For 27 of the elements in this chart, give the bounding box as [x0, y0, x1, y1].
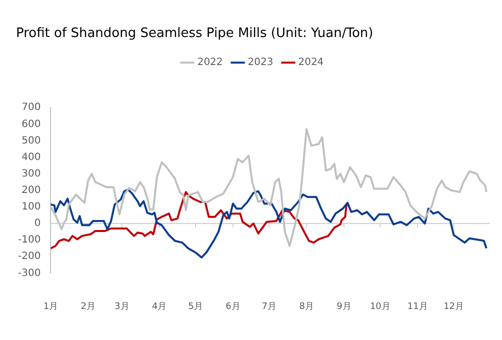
y-tick-label: 100: [22, 202, 41, 213]
x-tick-label: 5月: [188, 302, 203, 312]
y-tick-label: 500: [22, 135, 41, 146]
y-tick-label: 300: [22, 168, 41, 180]
x-tick-label: 6月: [226, 302, 240, 312]
x-tick-label: 7月: [262, 302, 277, 312]
y-tick-label: -200: [18, 251, 41, 262]
x-tick-label: 1月: [43, 302, 58, 312]
x-tick-label: 12月: [444, 302, 464, 312]
x-tick-label: 11月: [407, 302, 428, 312]
y-tick-label: 0: [34, 218, 41, 230]
y-tick-label: 200: [22, 184, 41, 196]
y-tick-label: -300: [18, 268, 41, 279]
y-tick-label: 400: [22, 152, 41, 163]
x-tick-label: 4月: [152, 302, 167, 312]
x-tick-label: 2月: [80, 302, 96, 312]
y-tick-label: 600: [22, 118, 41, 130]
x-tick-label: 8月: [299, 302, 314, 312]
y-tick-label: 700: [22, 102, 41, 114]
y-tick-label: -100: [18, 234, 41, 246]
legend-label: 2023: [248, 57, 274, 68]
chart-title: Profit of Shandong Seamless Pipe Mills (Unit: Yuan/Ton): [16, 26, 374, 42]
legend-label: 2024: [298, 57, 324, 68]
x-tick-label: 3月: [114, 302, 130, 312]
x-tick-label: 10月: [370, 302, 390, 312]
legend-label: 2022: [197, 57, 223, 68]
x-tick-label: 9月: [336, 302, 352, 312]
